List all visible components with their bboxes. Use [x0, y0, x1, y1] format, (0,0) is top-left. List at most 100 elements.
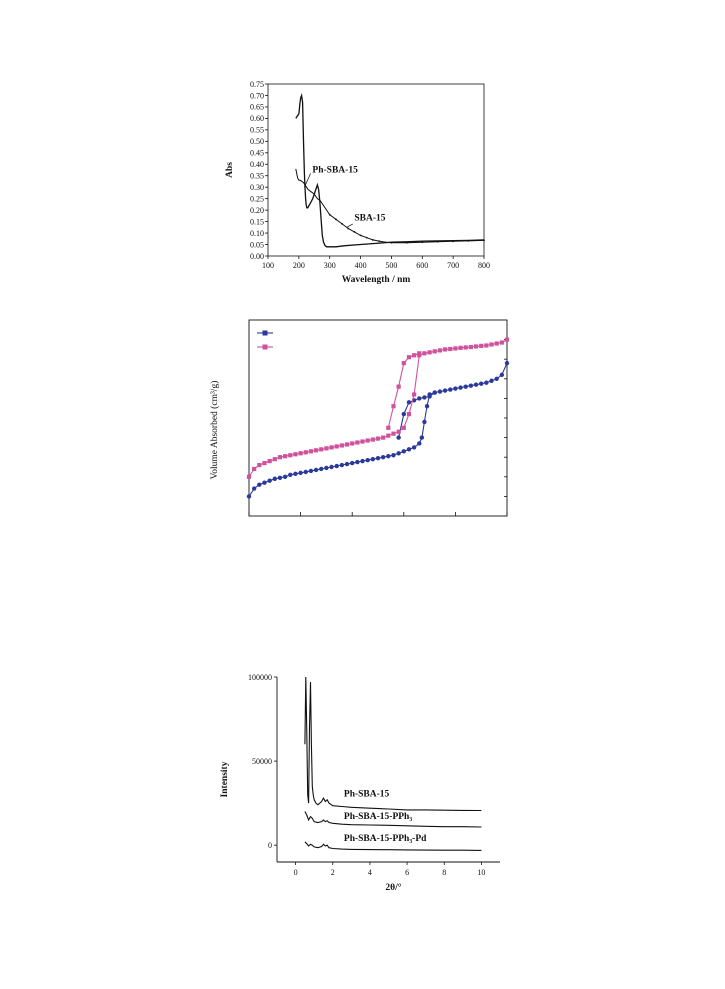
iso-data-point	[272, 457, 277, 462]
uv-y-tick-label: 0.45	[250, 149, 264, 158]
iso-data-point	[396, 384, 401, 389]
uv-x-tick-label: 100	[262, 261, 274, 270]
iso-data-point	[401, 425, 406, 430]
iso-data-point	[494, 341, 499, 346]
iso-data-point	[401, 449, 406, 454]
iso-data-point	[401, 361, 406, 366]
iso-data-point	[494, 376, 499, 381]
iso-data-point	[406, 355, 412, 360]
uv-sba-15-point	[390, 241, 393, 244]
uv-y-tick-label: 0.55	[250, 126, 264, 135]
iso-data-point	[262, 480, 267, 485]
iso-data-point	[473, 344, 479, 349]
uv-sba-15-point	[378, 240, 380, 242]
iso-data-point	[288, 453, 293, 458]
uv-y-tick-label: 0.10	[250, 229, 264, 238]
iso-data-point	[499, 372, 505, 378]
iso-data-point	[339, 462, 345, 468]
xrd-annotation-0: Ph-SBA-15	[344, 789, 390, 799]
iso-data-point	[298, 470, 303, 476]
xrd-annotation-1: Ph-SBA-15-PPh₃	[344, 812, 412, 822]
iso-data-point	[463, 345, 468, 350]
uv-sba-15-point	[353, 231, 356, 233]
xrd-chart-svg: 0 2 4 6 8 10 0 50000 100000 2θ/° Intensity Ph-SBA-1…	[220, 673, 500, 893]
iso-data-point	[419, 435, 425, 440]
iso-data-point	[257, 482, 262, 487]
iso-data-point	[479, 343, 484, 348]
iso-data-point	[442, 388, 448, 393]
uv-y-tick-label: 0.35	[250, 172, 264, 181]
uv-x-tick-label: 500	[385, 261, 397, 270]
xrd-y-axis-label: Intensity	[220, 761, 230, 797]
iso-data-point	[463, 384, 468, 389]
uv-annotation-leader	[304, 173, 311, 188]
uv-y-tick-label: 0.00	[250, 252, 264, 261]
iso-data-point	[406, 411, 412, 417]
iso-data-point	[370, 456, 376, 462]
iso-data-point	[386, 454, 391, 459]
iso-data-point	[427, 350, 432, 355]
iso-data-point	[468, 383, 474, 388]
xrd-x-tick-label: 2	[331, 868, 335, 877]
iso-data-point	[350, 460, 355, 466]
uv-series-line-ph-sba-15	[295, 92, 485, 248]
uv-annotation-sba-15: SBA-15	[354, 213, 385, 223]
iso-data-point	[334, 444, 339, 449]
iso-data-point	[308, 468, 314, 474]
iso-data-point	[262, 460, 267, 466]
xrd-x-tick-label: 8	[442, 868, 446, 877]
iso-data-point	[303, 450, 308, 455]
iso-data-point	[479, 381, 484, 386]
uv-x-tick-label: 200	[293, 261, 305, 270]
iso-data-point	[272, 476, 277, 481]
isotherm-chart-svg: Volume Absorbed (cm³/g)	[209, 319, 510, 517]
xrd-y-tick-label: 50000	[252, 757, 272, 766]
iso-data-point	[365, 438, 370, 443]
iso-data-point	[391, 453, 396, 458]
iso-data-point	[448, 346, 453, 352]
iso-legend-marker-blue	[262, 330, 268, 336]
iso-data-point	[406, 447, 412, 452]
iso-data-point	[458, 345, 463, 350]
iso-data-point	[489, 342, 494, 347]
uv-annotation-leader	[346, 223, 354, 228]
xrd-annotation-2: Ph-SBA-15-PPh₃-Pd	[344, 834, 427, 844]
uv-x-axis-label: Wavelength / nm	[342, 275, 411, 285]
uv-y-tick-label: 0.50	[250, 137, 264, 146]
uv-sba-15-point	[347, 227, 350, 230]
iso-data-point	[313, 467, 319, 473]
iso-data-point	[417, 351, 422, 356]
iso-y-axis-label: Volume Absorbed (cm³/g)	[209, 381, 220, 480]
iso-data-point	[252, 466, 257, 472]
uv-sba-15-point	[405, 241, 408, 244]
iso-data-point	[324, 465, 329, 471]
iso-data-point	[401, 411, 406, 417]
iso-data-point	[437, 348, 443, 353]
uv-sba-15-point	[334, 218, 337, 221]
iso-data-point	[412, 353, 417, 358]
iso-data-point	[458, 385, 463, 390]
iso-plot-frame	[248, 319, 508, 517]
iso-data-point	[319, 466, 324, 472]
iso-data-point	[360, 458, 365, 464]
iso-data-point	[396, 435, 401, 440]
iso-data-point	[391, 431, 396, 436]
xrd-x-tick-label: 0	[294, 868, 298, 877]
uv-y-tick-label: 0.05	[250, 240, 264, 249]
uv-sba-15-point	[372, 239, 374, 241]
iso-data-point	[283, 454, 288, 459]
iso-data-point	[417, 441, 422, 446]
iso-data-point	[406, 400, 412, 405]
iso-data-point	[386, 433, 391, 438]
uv-y-axis-label: Abs	[225, 162, 235, 178]
uv-y-tick-label: 0.15	[250, 217, 264, 226]
xrd-series-line-1	[304, 811, 482, 828]
iso-data-point	[339, 443, 344, 448]
iso-data-point	[251, 486, 257, 491]
xrd-y-tick-label: 100000	[248, 673, 272, 682]
iso-data-point	[422, 419, 427, 425]
uv-y-tick-label: 0.25	[250, 194, 264, 203]
iso-data-point	[324, 446, 329, 451]
iso-data-point	[396, 429, 401, 434]
isotherm-chart: Volume Absorbed (cm³/g)	[205, 319, 515, 535]
